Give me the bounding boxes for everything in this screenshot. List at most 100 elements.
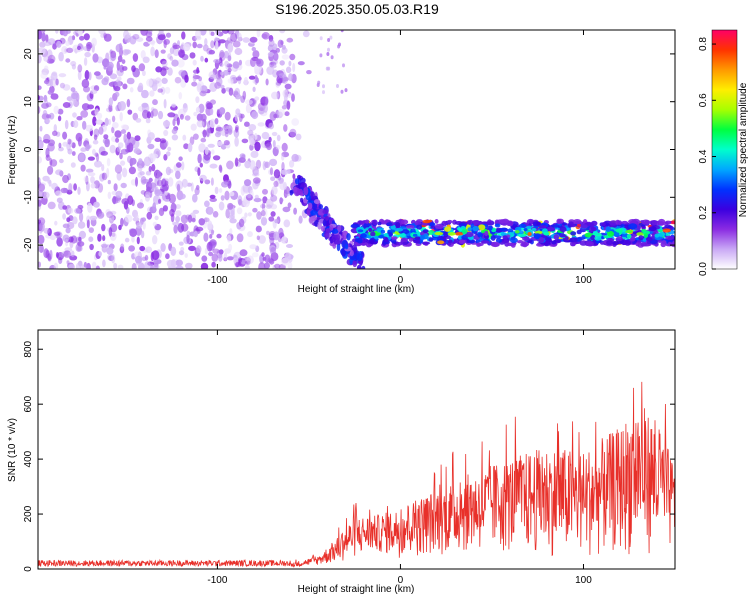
heatmap-cell [383,240,390,245]
heatmap-cell [268,122,275,130]
heatmap-cell [98,126,104,135]
heatmap-cell [281,153,285,161]
heatmap-cell [187,214,193,223]
heatmap-cell [241,138,249,144]
heatmap-cell [154,137,162,142]
heatmap-cell [515,230,520,234]
heatmap-cell [129,35,137,45]
heatmap-cell [127,109,133,115]
heatmap-cell [648,226,657,232]
heatmap-cell [268,61,275,68]
heatmap-cell [116,146,121,153]
heatmap-cell [88,71,92,81]
heatmap-cell [212,211,219,218]
heatmap-cell [175,215,181,223]
heatmap-cell [499,227,508,232]
heatmap-cell [200,55,204,62]
heatmap-cell [261,131,270,140]
heatmap-cell [154,49,159,59]
heatmap-cell [601,222,606,227]
heatmap-cell [195,226,204,232]
heatmap-cell [77,45,81,51]
heatmap-cell [286,100,291,110]
heatmap-cell [126,131,131,140]
heatmap-cell [169,208,175,217]
heatmap-cell [270,204,278,210]
heatmap-cell [378,234,385,239]
heatmap-cell [356,237,363,244]
heatmap-cell [172,221,180,226]
heatmap-cell [265,78,269,86]
snr-frame [37,329,676,570]
heatmap-cell [570,223,577,228]
heatmap-cell [255,58,264,67]
heatmap-cell [282,181,287,190]
heatmap-cell [266,142,272,151]
heatmap-cell [59,158,64,164]
heatmap-cell [120,160,126,166]
heatmap-cell [284,83,292,90]
heatmap-cell [62,234,70,242]
heatmap-cell [123,30,130,40]
heatmap-cell [104,138,110,148]
heatmap-cell [192,59,197,66]
heatmap-cell [135,118,142,123]
heatmap-cell [664,220,672,225]
heatmap-cell [495,238,503,243]
heatmap-cell [178,92,183,100]
heatmap-cell [135,176,138,187]
heatmap-cell [227,67,232,73]
heatmap-cell [322,90,325,95]
heatmap-cell [68,263,75,269]
heatmap-cell [477,232,483,238]
heatmap-cell [94,71,101,76]
heatmap-cell [104,117,109,127]
heatmap-cell [116,60,121,71]
heatmap-cell [523,228,528,232]
heatmap-cell [229,228,233,235]
heatmap-cell [200,137,207,143]
heatmap-cell [624,229,633,234]
heatmap-cell [502,235,508,241]
heatmap-cell [340,30,344,33]
heatmap-cell [291,118,300,126]
heatmap-cell [269,111,277,122]
heatmap-cell [98,30,106,35]
heatmap-cell [65,40,70,47]
y-tick-label: 0 [23,146,34,152]
heatmap-cell [176,59,185,68]
heatmap-cell [38,139,44,150]
heatmap-cell [167,53,172,60]
heatmap-cell [181,31,186,40]
heatmap-cell [39,221,45,232]
heatmap-cell [273,169,281,179]
heatmap-cell [204,38,208,46]
heatmap-cell [372,219,378,226]
heatmap-cell [89,89,98,95]
heatmap-cell [478,224,486,231]
heatmap-cell [289,128,297,138]
heatmap-cell [281,142,288,152]
heatmap-cell [146,78,153,87]
heatmap-cell [579,240,588,246]
heatmap-cell [218,201,225,211]
heatmap-cell [208,207,213,216]
heatmap-cell [297,174,302,180]
heatmap-cell [218,107,226,115]
heatmap-cell [322,219,326,227]
heatmap-cell [196,245,202,254]
heatmap-cell [224,60,230,67]
heatmap-cell [455,232,464,236]
heatmap-cell [131,65,136,73]
heatmap-cell [258,262,266,269]
heatmap-cell [140,50,146,59]
heatmap-y-axis-label: Frequency (Hz) [7,116,18,185]
heatmap-cell [244,212,248,218]
colorbar-tick-label: 0.8 [698,37,709,51]
heatmap-cell [230,32,238,43]
heatmap-cell [352,260,357,265]
colorbar-label: Normalized spectral amplitude [738,82,749,217]
heatmap-cell [309,216,314,224]
heatmap-cell [232,61,240,69]
heatmap-cell [260,204,266,209]
